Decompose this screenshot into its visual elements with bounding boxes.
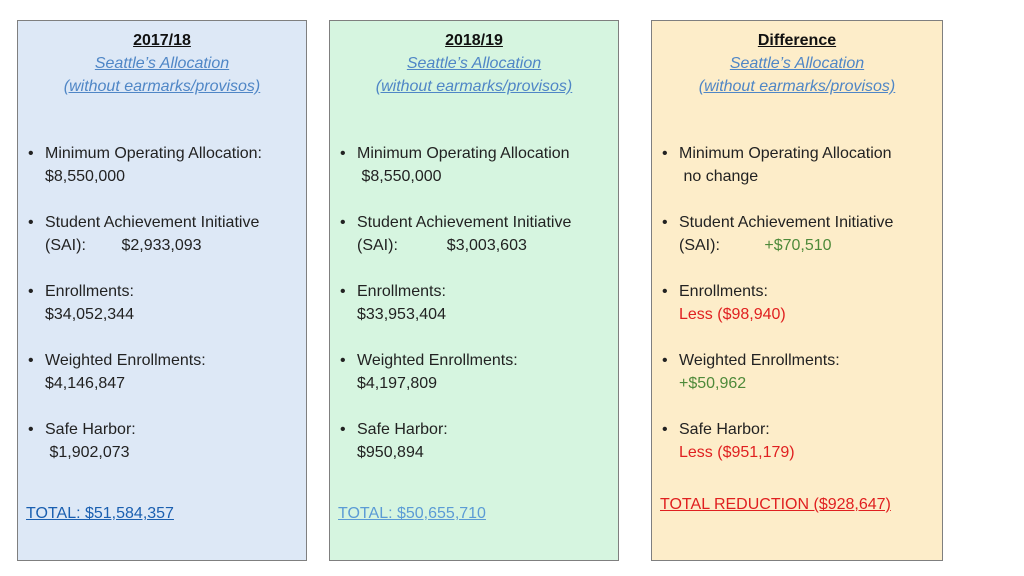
- item-value: $33,953,404: [357, 306, 446, 323]
- allocation-list: • Minimum Operating Allocation $8,550,000…: [340, 142, 612, 487]
- decrease-value: Less ($951,179): [679, 444, 795, 461]
- panel-header: 2017/18 Seattle’s Allocation (without ea…: [18, 29, 306, 98]
- panel-subtitle-note: (without earmarks/provisos): [63, 78, 261, 95]
- item-value: (SAI): $2,933,093: [45, 237, 202, 254]
- list-item: • Enrollments: Less ($98,940): [662, 280, 936, 326]
- item-value: no change: [679, 168, 759, 185]
- list-item: • Enrollments: $34,052,344: [28, 280, 300, 326]
- item-label: Enrollments:: [679, 283, 768, 300]
- item-label: Weighted Enrollments:: [357, 352, 518, 369]
- item-label: Safe Harbor:: [45, 421, 136, 438]
- bullet-icon: •: [662, 145, 668, 162]
- item-label: Minimum Operating Allocation:: [45, 145, 262, 162]
- list-item: • Minimum Operating Allocation: $8,550,000: [28, 142, 300, 188]
- bullet-icon: •: [28, 214, 34, 231]
- item-label: Student Achievement Initiative: [357, 214, 572, 231]
- list-item: • Minimum Operating Allocation no change: [662, 142, 936, 188]
- item-value: $4,197,809: [357, 375, 438, 392]
- panel-subtitle-note: (without earmarks/provisos): [698, 78, 896, 95]
- item-label: Enrollments:: [357, 283, 446, 300]
- total-link[interactable]: TOTAL: $50,655,710: [338, 505, 486, 522]
- item-label: Safe Harbor:: [357, 421, 448, 438]
- panel-title: Difference: [757, 32, 837, 49]
- bullet-icon: •: [340, 145, 346, 162]
- list-item: • Weighted Enrollments: $4,146,847: [28, 349, 300, 395]
- list-item: • Enrollments: $33,953,404: [340, 280, 612, 326]
- list-item: • Safe Harbor: $1,902,073: [28, 418, 300, 464]
- bullet-icon: •: [340, 352, 346, 369]
- panel-2017-18: 2017/18 Seattle’s Allocation (without ea…: [17, 20, 307, 561]
- item-value-label: (SAI):: [679, 237, 765, 254]
- panel-title: 2017/18: [133, 32, 191, 49]
- panel-title: 2018/19: [445, 32, 503, 49]
- bullet-icon: •: [28, 145, 34, 162]
- bullet-icon: •: [340, 214, 346, 231]
- list-item: • Minimum Operating Allocation $8,550,000: [340, 142, 612, 188]
- list-item: • Safe Harbor: Less ($951,179): [662, 418, 936, 464]
- total-link[interactable]: TOTAL: $51,584,357: [26, 505, 174, 522]
- item-label: Minimum Operating Allocation: [679, 145, 892, 162]
- list-item: • Student Achievement Initiative (SAI): $3…: [340, 211, 612, 257]
- item-value: $950,894: [357, 444, 424, 461]
- increase-value: +$50,962: [679, 375, 747, 392]
- increase-value: +$70,510: [764, 237, 832, 254]
- list-item: • Student Achievement Initiative (SAI): $2…: [28, 211, 300, 257]
- bullet-icon: •: [340, 421, 346, 438]
- total-reduction-link[interactable]: TOTAL REDUCTION ($928,647): [660, 496, 891, 513]
- list-item: • Student Achievement Initiative (SAI): +$…: [662, 211, 936, 257]
- panel-subtitle: Seattle’s Allocation: [94, 55, 230, 72]
- item-label: Enrollments:: [45, 283, 134, 300]
- bullet-icon: •: [662, 283, 668, 300]
- bullet-icon: •: [340, 283, 346, 300]
- item-value: $8,550,000: [357, 168, 442, 185]
- panel-header: 2018/19 Seattle’s Allocation (without ea…: [330, 29, 618, 98]
- panel-subtitle: Seattle’s Allocation: [406, 55, 542, 72]
- panel-subtitle: Seattle’s Allocation: [729, 55, 865, 72]
- list-item: • Weighted Enrollments: $4,197,809: [340, 349, 612, 395]
- panel-subtitle-note: (without earmarks/provisos): [375, 78, 573, 95]
- item-label: Safe Harbor:: [679, 421, 770, 438]
- panel-difference: Difference Seattle’s Allocation (without…: [651, 20, 943, 561]
- bullet-icon: •: [28, 352, 34, 369]
- bullet-icon: •: [28, 421, 34, 438]
- allocation-list: • Minimum Operating Allocation: $8,550,000…: [28, 142, 300, 487]
- list-item: • Safe Harbor: $950,894: [340, 418, 612, 464]
- item-value-row: (SAI): +$70,510: [679, 234, 936, 257]
- bullet-icon: •: [662, 421, 668, 438]
- item-label: Student Achievement Initiative: [679, 214, 894, 231]
- difference-list: • Minimum Operating Allocation no change …: [662, 142, 936, 487]
- item-value: $4,146,847: [45, 375, 126, 392]
- bullet-icon: •: [662, 352, 668, 369]
- item-label: Weighted Enrollments:: [679, 352, 840, 369]
- item-value: $1,902,073: [45, 444, 130, 461]
- item-label: Student Achievement Initiative: [45, 214, 260, 231]
- item-value: $34,052,344: [45, 306, 134, 323]
- panel-header: Difference Seattle’s Allocation (without…: [652, 29, 942, 98]
- decrease-value: Less ($98,940): [679, 306, 786, 323]
- bullet-icon: •: [662, 214, 668, 231]
- list-item: • Weighted Enrollments: +$50,962: [662, 349, 936, 395]
- item-value: $8,550,000: [45, 168, 126, 185]
- bullet-icon: •: [28, 283, 34, 300]
- item-label: Minimum Operating Allocation: [357, 145, 570, 162]
- panel-2018-19: 2018/19 Seattle’s Allocation (without ea…: [329, 20, 619, 561]
- item-value: (SAI): $3,003,603: [357, 237, 527, 254]
- item-label: Weighted Enrollments:: [45, 352, 206, 369]
